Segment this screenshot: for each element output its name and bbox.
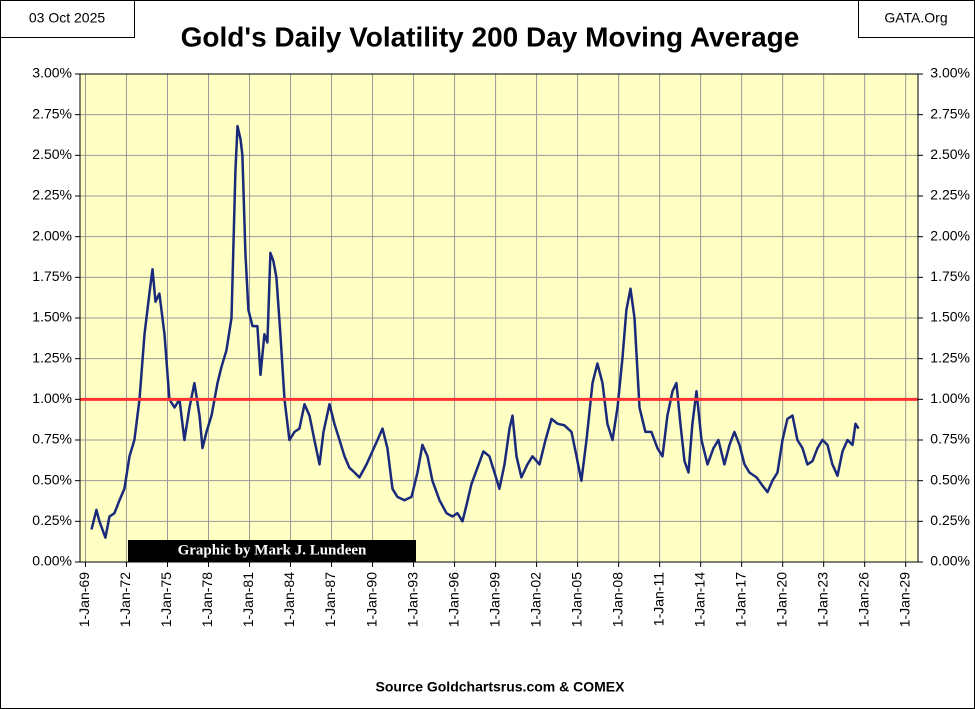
x-tick-label: 1-Jan-26 — [855, 572, 871, 627]
x-tick-label: 1-Jan-75 — [158, 572, 174, 627]
y-tick-label: 0.50% — [32, 471, 72, 487]
y2-tick-label: 1.25% — [930, 349, 970, 365]
x-tick-label: 1-Jan-29 — [896, 572, 912, 627]
y2-tick-label: 0.75% — [930, 431, 970, 447]
y-tick-label: 1.25% — [32, 349, 72, 365]
date-box — [0, 0, 135, 38]
x-tick-label: 1-Jan-84 — [281, 572, 297, 627]
y-tick-label: 2.25% — [32, 187, 72, 203]
x-tick-label: 1-Jan-72 — [117, 572, 133, 627]
y2-tick-label: 3.00% — [930, 65, 970, 81]
site-label: GATA.Org — [884, 10, 947, 26]
x-tick-label: 1-Jan-14 — [691, 572, 707, 627]
x-tick-label: 1-Jan-90 — [363, 572, 379, 627]
y-tick-label: 1.75% — [32, 268, 72, 284]
y-tick-label: 3.00% — [32, 65, 72, 81]
y2-tick-label: 2.00% — [930, 227, 970, 243]
y-tick-label: 2.00% — [32, 227, 72, 243]
y2-tick-label: 0.50% — [930, 471, 970, 487]
x-tick-label: 1-Jan-08 — [609, 572, 625, 627]
y2-tick-label: 1.00% — [930, 390, 970, 406]
date-label: 03 Oct 2025 — [29, 10, 105, 26]
x-tick-label: 1-Jan-93 — [404, 572, 420, 627]
site-box — [858, 0, 975, 38]
y2-tick-label: 1.50% — [930, 309, 970, 325]
x-tick-label: 1-Jan-99 — [486, 572, 502, 627]
data-line — [90, 124, 860, 539]
y-tick-label: 0.00% — [32, 553, 72, 569]
x-tick-label: 1-Jan-11 — [650, 572, 666, 626]
source: Source Goldchartsrus.com & COMEX — [376, 679, 626, 695]
y2-tick-label: 0.25% — [930, 512, 970, 528]
y-tick-label: 0.75% — [32, 431, 72, 447]
y-tick-label: 2.50% — [32, 146, 72, 162]
y-tick-label: 2.75% — [32, 105, 72, 121]
x-tick-label: 1-Jan-81 — [240, 572, 256, 627]
x-tick-label: 1-Jan-20 — [773, 572, 789, 627]
x-tick-label: 1-Jan-17 — [732, 572, 748, 627]
y-tick-label: 0.25% — [32, 512, 72, 528]
y2-tick-label: 2.75% — [930, 105, 970, 121]
y-tick-label: 1.50% — [32, 309, 72, 325]
y2-tick-label: 1.75% — [930, 268, 970, 284]
y2-tick-label: 2.25% — [930, 187, 970, 203]
y2-tick-label: 2.50% — [930, 146, 970, 162]
chart-title: Gold's Daily Volatility 200 Day Moving A… — [181, 21, 800, 52]
y2-tick-label: 0.00% — [930, 553, 970, 569]
x-tick-label: 1-Jan-23 — [814, 572, 830, 627]
x-tick-label: 1-Jan-78 — [199, 572, 215, 627]
x-tick-label: 1-Jan-87 — [322, 572, 338, 627]
x-tick-label: 1-Jan-96 — [445, 572, 461, 627]
x-tick-label: 1-Jan-05 — [568, 572, 584, 627]
credit: Graphic by Mark J. Lundeen — [178, 542, 367, 558]
x-tick-label: 1-Jan-02 — [527, 572, 543, 627]
y-tick-label: 1.00% — [32, 390, 72, 406]
credit-box — [128, 540, 416, 562]
x-tick-label: 1-Jan-69 — [76, 572, 92, 627]
